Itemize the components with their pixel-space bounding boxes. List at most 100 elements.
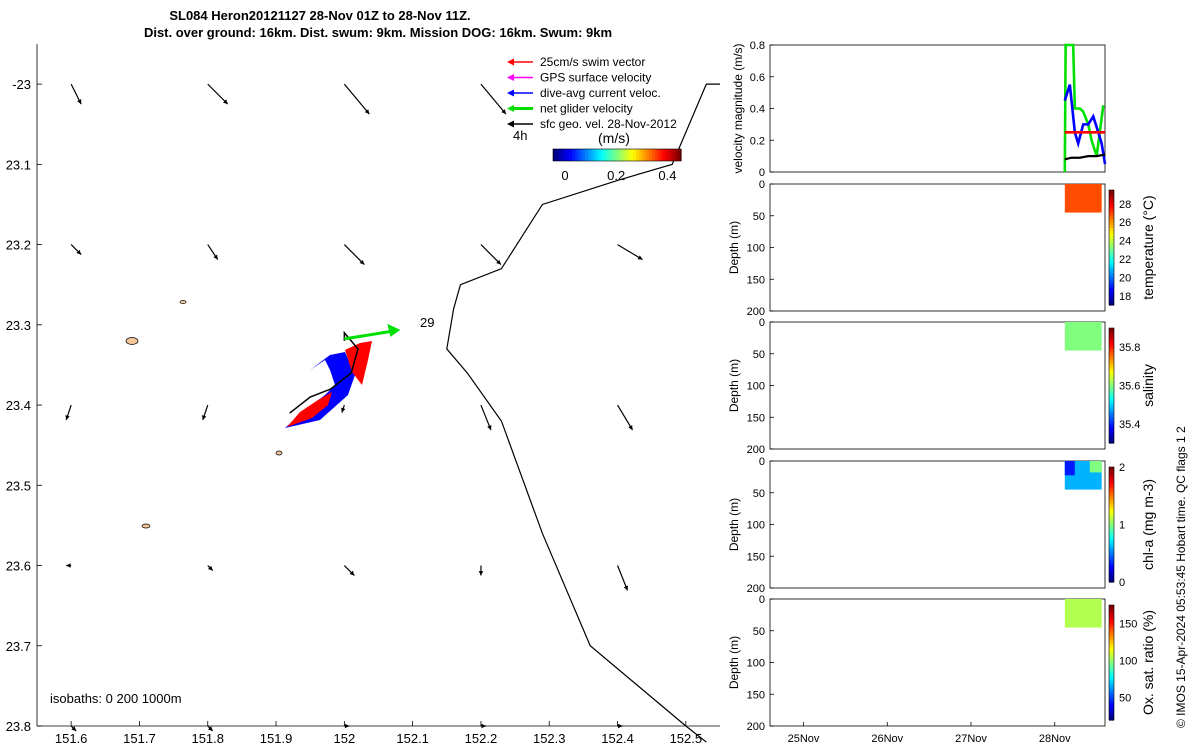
map-y-tick-label: 23.5	[6, 478, 31, 493]
geo-vector-head	[628, 425, 633, 431]
geo-vector	[343, 244, 365, 266]
map-colorbar-cell	[585, 149, 589, 161]
temperature-colorbar-cell	[1109, 190, 1114, 194]
salinity-colorbar-cell	[1109, 437, 1114, 441]
legend-label: net glider velocity	[540, 102, 633, 116]
geo-vector	[617, 404, 634, 431]
glider-track	[289, 330, 359, 414]
salinity-colorbar-cell	[1109, 420, 1114, 424]
chl-a-colorbar-frame	[1108, 466, 1115, 583]
velocity-y-tick-label: 0.6	[750, 72, 765, 84]
velocity-y-tick-label: 0	[759, 167, 765, 179]
oxygen-colorbar-cell	[1109, 651, 1114, 655]
oxygen-colorbar-cell	[1109, 697, 1114, 701]
oxygen-ylabel: Depth (m)	[727, 636, 741, 689]
salinity-colorbar-cell	[1109, 397, 1114, 401]
chl-a-data-patch	[1064, 461, 1075, 476]
map-colorbar-cell	[559, 149, 564, 161]
salinity-colorbar-cell	[1109, 374, 1114, 378]
geo-vector-head	[496, 259, 501, 265]
chl-a-data-patch	[1089, 461, 1102, 473]
map-y-tick-label: 23.2	[6, 238, 31, 253]
map-y-tick-label: 23.7	[6, 639, 31, 654]
oxygen-colorbar-cell	[1109, 653, 1114, 658]
map-colorbar-frame	[552, 148, 682, 162]
geo-vector	[343, 83, 370, 115]
chl-a-colorbar-cell	[1109, 550, 1114, 554]
geo-vector-head	[487, 425, 492, 431]
temperature-y-tick-label: 100	[747, 243, 765, 255]
geo-vector-head	[65, 415, 70, 421]
salinity-colorbar-cell	[1109, 339, 1114, 343]
legend-arrow	[507, 58, 514, 66]
map-colorbar-cell	[594, 149, 599, 161]
day-label: 29	[420, 315, 434, 330]
chl-a-colorbar-cell	[1109, 536, 1114, 540]
map-colorbar-cell	[607, 149, 612, 161]
salinity-colorbar-cell	[1109, 394, 1114, 398]
oxygen-colorbar-cell	[1109, 659, 1114, 664]
map-colorbar-cell	[629, 149, 634, 161]
map-colorbar-cell	[581, 149, 586, 161]
salinity-y-tick-label: 200	[747, 444, 765, 456]
map-colorbar-cell	[556, 149, 560, 161]
temperature-y-tick-label: 50	[753, 211, 765, 223]
salinity-data-patch	[1064, 322, 1102, 351]
temperature-colorbar-cell	[1109, 287, 1114, 292]
temperature-colorbar-cell	[1109, 276, 1114, 280]
chl-a-colorbar-cell	[1109, 527, 1114, 531]
oxygen-colorbar-cell	[1109, 619, 1114, 623]
temperature-colorbar-cell	[1109, 224, 1114, 228]
map-colorbar-cell	[578, 149, 583, 161]
chl-a-y-tick-label: 200	[747, 583, 765, 595]
temperature-colorbar-cell	[1109, 273, 1114, 277]
geo-vector-head	[71, 726, 77, 731]
temperature-colorbar-cell	[1109, 218, 1114, 223]
geo-vector-head	[623, 585, 629, 591]
velocity-ylabel: velocity magnitude (m/s)	[731, 43, 745, 173]
oxygen-colorbar-cell	[1109, 625, 1114, 629]
salinity-colorbar-cell	[1109, 333, 1114, 338]
oxygen-colorbar-cell	[1109, 688, 1114, 692]
geo-vector-head	[213, 254, 218, 260]
salinity-colorbar-cell	[1109, 402, 1114, 407]
map-colorbar-cell	[610, 149, 615, 161]
geo-vector-head	[364, 109, 370, 115]
temperature-colorbar-cell	[1109, 267, 1114, 272]
net-velocity-head	[387, 323, 401, 337]
temperature-colorbar-cell	[1109, 302, 1114, 306]
map-colorbar-cell	[597, 149, 602, 161]
oxygen-colorbar-cell	[1109, 605, 1114, 609]
temperature-colorbar-frame	[1108, 189, 1115, 306]
map-colorbar-cell	[604, 149, 608, 161]
oxygen-colorbar-cell	[1109, 682, 1114, 687]
temperature-colorbar-cell	[1109, 238, 1114, 243]
geo-vector-head	[207, 726, 213, 731]
reef-shape	[275, 450, 283, 456]
geo-vector-head	[359, 259, 365, 265]
temperature-colorbar-cell	[1109, 195, 1114, 200]
salinity-colorbar-cell	[1109, 359, 1114, 364]
salinity-colorbar-cell	[1109, 368, 1114, 372]
temperature-y-tick-label: 0	[759, 179, 765, 191]
chl-a-colorbar-cell	[1109, 478, 1114, 482]
temperature-colorbar-cell	[1109, 290, 1114, 295]
salinity-y-tick-label: 0	[759, 317, 765, 329]
velocity-series-line	[1064, 153, 1106, 161]
chl-a-colorbar-cell	[1109, 515, 1114, 520]
map-colorbar-cell	[565, 149, 570, 161]
legend-label: sfc geo. vel. 28-Nov-2012	[540, 117, 677, 131]
chl-a-colorbar-cell	[1109, 573, 1114, 577]
velocity-panel-frame	[769, 44, 1106, 173]
salinity-colorbar-tick: 35.4	[1119, 419, 1140, 431]
salinity-colorbar-cell	[1109, 371, 1114, 375]
temperature-colorbar-cell	[1109, 279, 1114, 283]
oxygen-panel-frame	[769, 598, 1106, 727]
swim-vector-cluster	[287, 392, 332, 427]
oxygen-colorbar-cell	[1109, 668, 1114, 672]
temperature-colorbar-cell	[1109, 296, 1114, 300]
salinity-colorbar-cell	[1109, 405, 1114, 410]
map-colorbar-cell	[575, 149, 580, 161]
temperature-colorbar-cell	[1109, 227, 1114, 231]
geo-vector-head	[349, 570, 355, 576]
